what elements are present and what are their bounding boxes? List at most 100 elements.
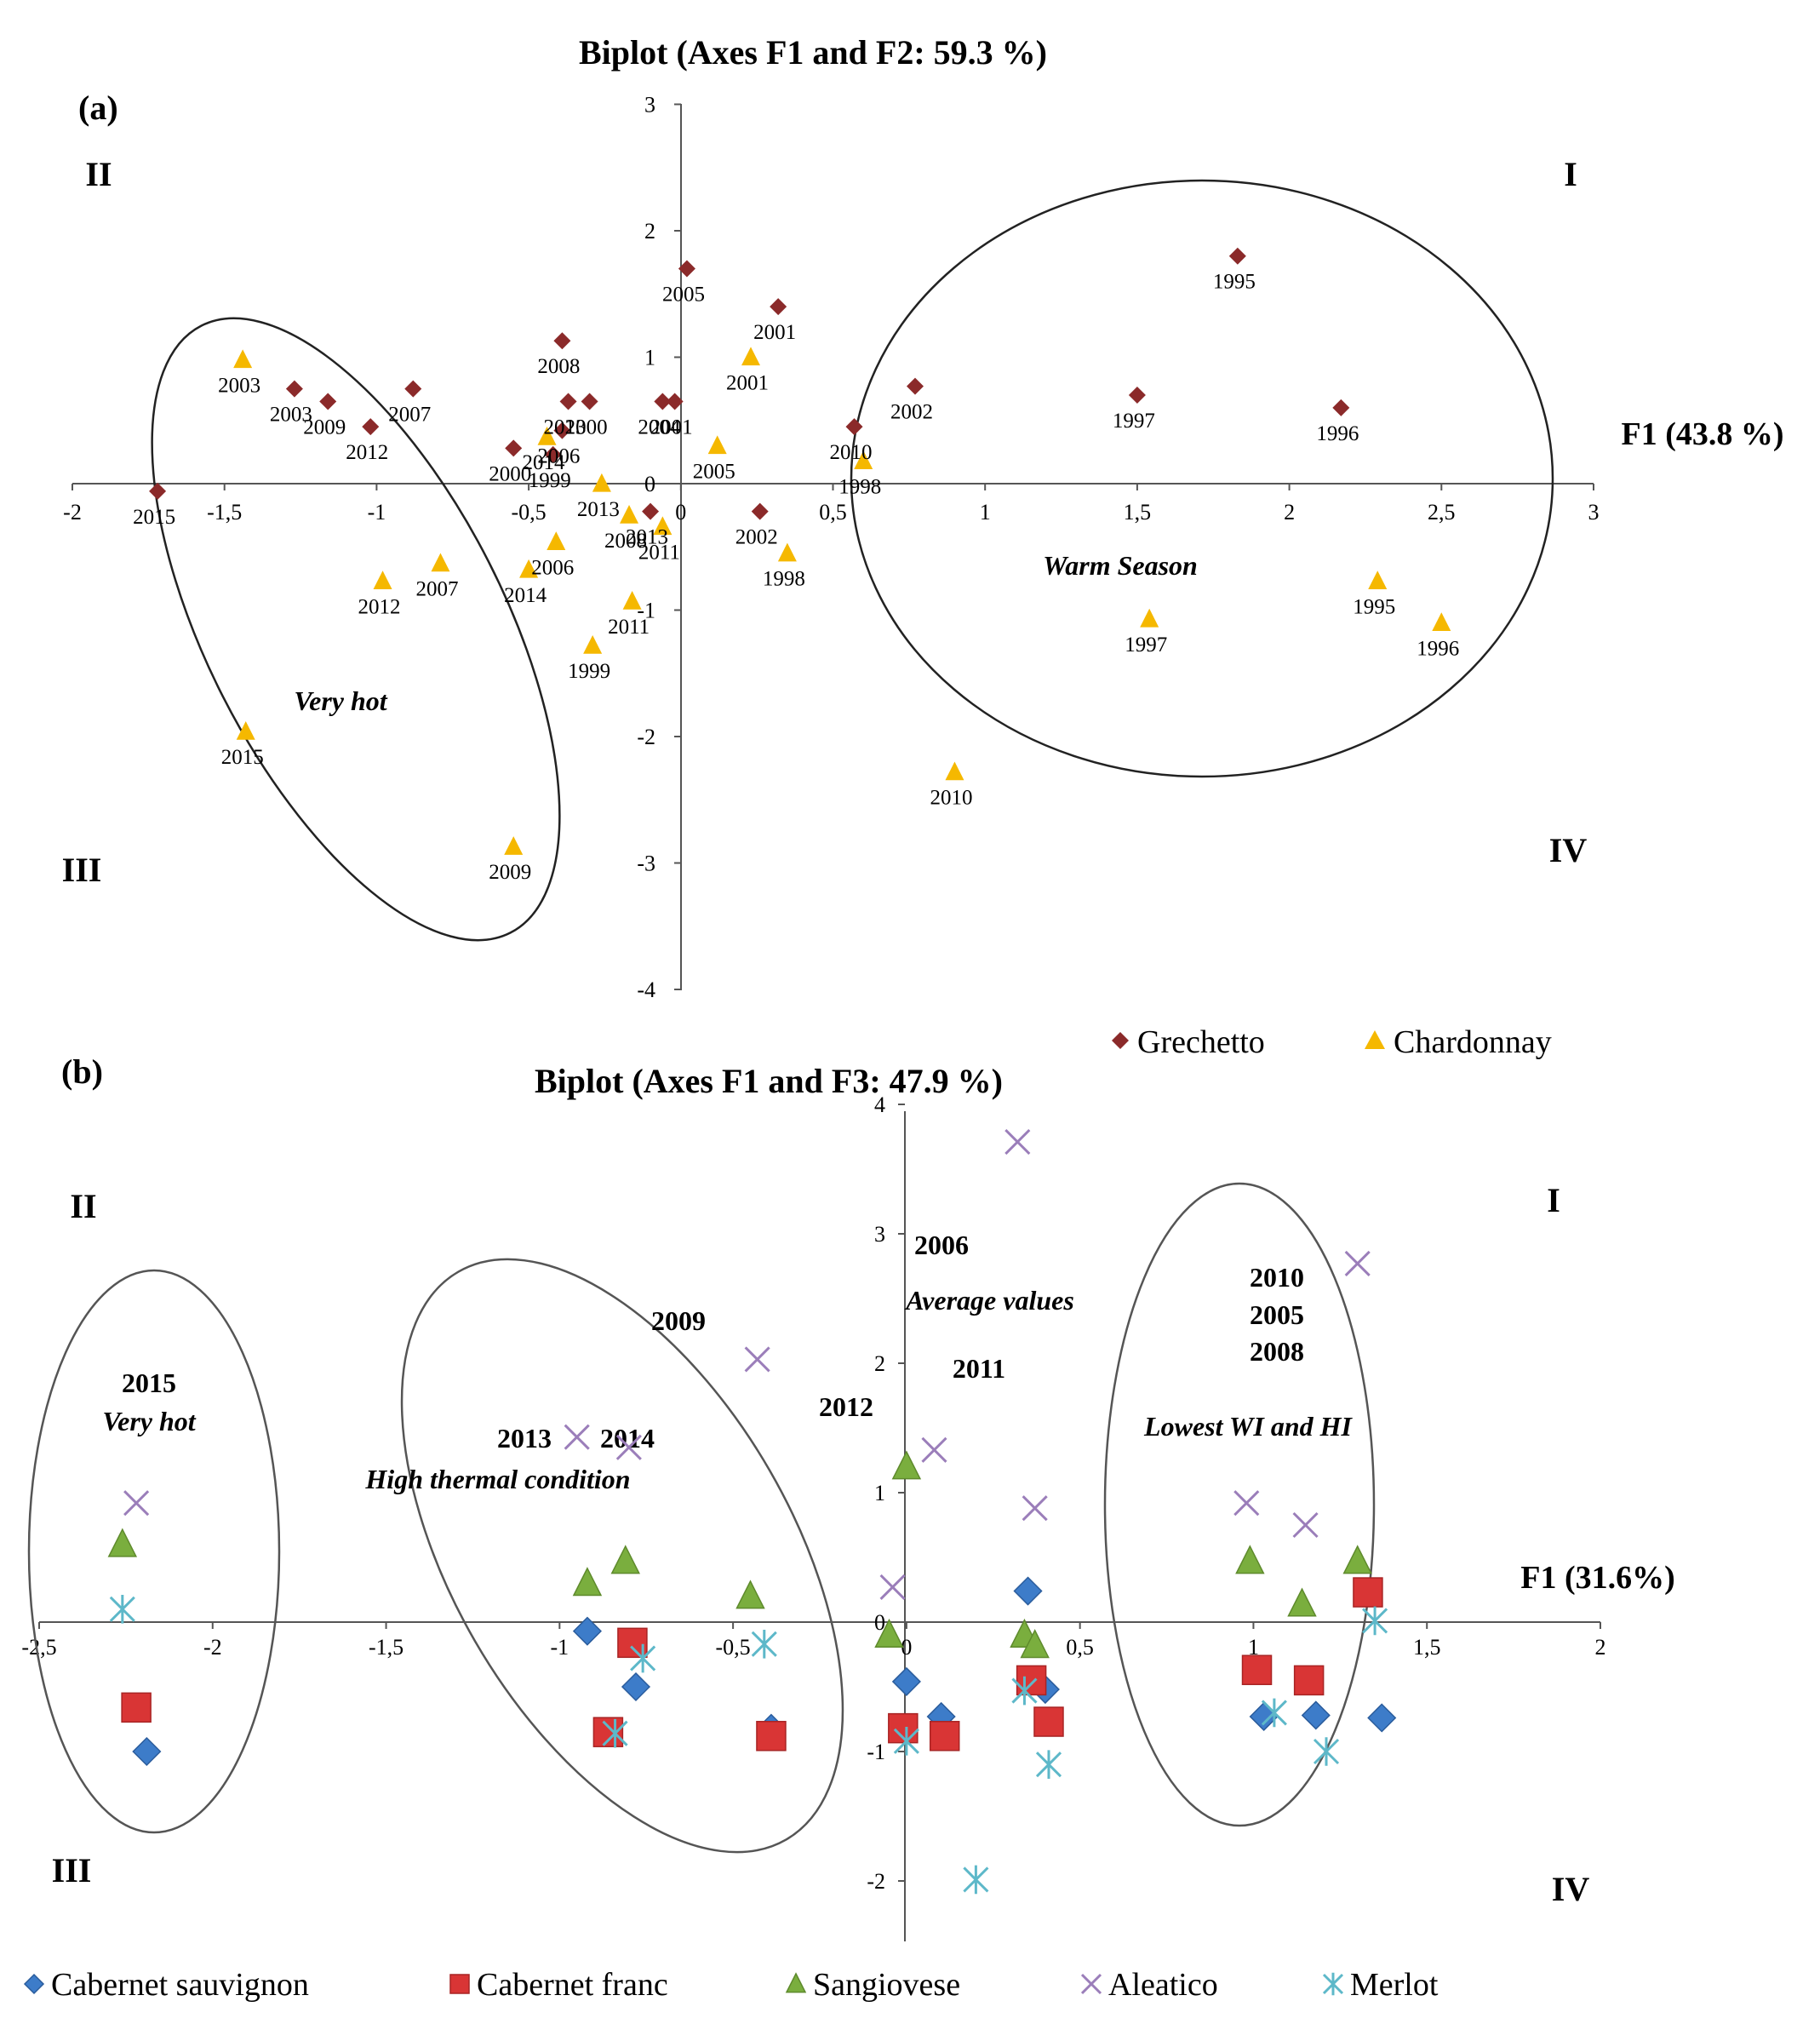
point-label-grechetto: 2010	[830, 441, 873, 464]
point-grechetto-1999	[544, 445, 562, 463]
point-aleatico-8	[1022, 1495, 1048, 1522]
point-label-chardonnay: 2010	[930, 787, 972, 810]
x-tick-label-a: 0	[675, 500, 686, 525]
point-grechetto-2001	[666, 393, 684, 410]
point-label-grechetto: 1997	[1113, 410, 1155, 433]
annotation-high-thermal-b: High thermal condition	[364, 1464, 630, 1494]
year-label-2013-b: 2013	[497, 1423, 552, 1453]
point-label-chardonnay: 1998	[838, 475, 881, 498]
chart-title-b: Biplot (Axes F1 and F3: 47.9 %)	[535, 1062, 1003, 1100]
point-grechetto-2003	[285, 380, 303, 398]
x-tick-label-a: 1	[980, 500, 991, 525]
point-aleatico-3	[615, 1434, 642, 1460]
ellipse-warm-season-a	[850, 179, 1554, 778]
year-label-2010-b: 2010	[1250, 1262, 1304, 1293]
legend-item-grechetto: Grechetto	[1112, 1024, 1265, 1060]
point-grechetto-2007	[404, 380, 422, 398]
point-merlot-7	[1011, 1676, 1038, 1706]
year-label-2006-b: 2006	[914, 1230, 969, 1260]
points-a	[149, 247, 1451, 855]
x-tick-label-b: -2	[203, 1635, 222, 1660]
point-sangiovese-3	[610, 1545, 640, 1574]
legend-label-merlot: Merlot	[1350, 1967, 1439, 2003]
year-label-2012-b: 2012	[819, 1391, 873, 1422]
y-tick-label-a: -1	[637, 599, 655, 623]
legend-b: Cabernet sauvignon Cabernet franc Sangiove…	[23, 1967, 1439, 2003]
point-chardonnay-2007	[431, 553, 450, 572]
annotation-average-values-b: Average values	[904, 1285, 1074, 1316]
annotation-very-hot-b: Very hot	[102, 1406, 196, 1436]
point-label-grechetto: 2008	[537, 355, 580, 378]
point-grechetto-2000	[581, 393, 598, 410]
y-tick-label-a: 1	[644, 346, 655, 370]
point-label-grechetto: 2006	[537, 445, 580, 468]
point-grechetto-2013	[559, 393, 577, 410]
point-grechetto-1995	[1228, 247, 1246, 265]
x-tick-label-b: 0,5	[1066, 1635, 1094, 1660]
year-label-2011-b: 2011	[953, 1353, 1005, 1384]
y-tick-label-a: 2	[644, 219, 655, 244]
x-tick-label-a: -0,5	[512, 500, 547, 525]
point-label-grechetto: 1999	[529, 469, 571, 492]
point-aleatico-7	[1004, 1129, 1031, 1155]
point-label-chardonnay: 1995	[1353, 595, 1395, 618]
point-label-grechetto: 2003	[270, 404, 312, 427]
panel-b: (b) Biplot (Axes F1 and F3: 47.9 %) I II…	[21, 1052, 1674, 2003]
y-tick-label-a: 3	[644, 93, 655, 118]
point-grechetto-2008	[553, 332, 571, 350]
legend-label-sangiovese: Sangiovese	[813, 1967, 960, 2003]
legend-a: Grechetto Chardonnay	[1112, 1024, 1552, 1060]
point-sangiovese-8	[1020, 1629, 1050, 1659]
chart-title-a: Biplot (Axes F1 and F2: 59.3 %)	[579, 33, 1047, 72]
ticks-b: -2,5 -2 -1,5 -1 -0,5 0 0,5 1 1,5 2 -2 -1 0 1 2 3 4	[21, 1092, 1605, 1894]
point-aleatico-1	[123, 1490, 150, 1517]
point-sangiovese-9	[1235, 1545, 1265, 1574]
y-tick-label-b: 2	[874, 1351, 885, 1376]
point-label-grechetto: 2015	[133, 506, 175, 529]
legend-marker-chardonnay	[1365, 1030, 1385, 1049]
point-label-chardonnay: 2013	[577, 498, 620, 521]
point-label-chardonnay: 2011	[608, 616, 650, 639]
point-chardonnay-2015	[236, 720, 255, 740]
y-tick-label-b: 0	[874, 1610, 885, 1635]
point-merlot-9	[1261, 1698, 1287, 1728]
point-chardonnay-2012	[373, 571, 392, 590]
point-grechetto-2013	[642, 502, 660, 520]
x-tick-label-b: -1,5	[369, 1635, 403, 1660]
y-tick-label-b: -2	[867, 1869, 885, 1894]
quadrant-label-III-b: III	[52, 1851, 92, 1889]
point-chardonnay-1995	[1368, 571, 1388, 590]
point-chardonnay-2013	[592, 473, 611, 492]
point-cabernet-sauvignon-1	[132, 1736, 162, 1767]
y-tick-label-a: -3	[637, 851, 655, 876]
legend-marker-cabernet-sauvignon	[23, 1973, 45, 1995]
ticks-a: -2 -1,5 -1 -0,5 0 0,5 1 1,5 2 2,5 3 -4 -3 -2 -1 0 1 2 3	[63, 93, 1599, 1003]
quadrant-label-II: II	[85, 155, 112, 193]
point-label-chardonnay: 2014	[523, 451, 566, 474]
point-chardonnay-2014	[537, 426, 557, 445]
point-label-grechetto: 2004	[638, 416, 681, 439]
x-tick-label-b: 0	[901, 1635, 912, 1660]
point-aleatico-4	[744, 1346, 770, 1373]
y-tick-label-b: 4	[874, 1092, 885, 1117]
legend-label-cabernet-sauvignon: Cabernet sauvignon	[51, 1967, 309, 2003]
x-tick-label-a: 3	[1588, 500, 1600, 525]
legend-item-aleatico: Aleatico	[1080, 1967, 1218, 2003]
legend-label-aleatico: Aleatico	[1108, 1967, 1218, 2003]
point-sangiovese-4	[735, 1580, 765, 1609]
x-tick-label-a: -1,5	[207, 500, 242, 525]
point-merlot-6	[963, 1865, 989, 1895]
point-aleatico-9	[1233, 1490, 1260, 1517]
point-grechetto-2006	[553, 421, 571, 439]
legend-marker-grechetto	[1112, 1032, 1129, 1049]
point-label-grechetto: 1996	[1316, 422, 1359, 445]
y-tick-label-a: -4	[637, 978, 655, 1002]
y-tick-label-b: 3	[874, 1222, 885, 1247]
point-grechetto-2005	[678, 260, 695, 278]
point-chardonnay-2001	[741, 347, 761, 366]
points-b	[107, 1129, 1397, 1895]
point-label-grechetto: 2005	[662, 284, 705, 307]
year-label-2009-b: 2009	[651, 1305, 706, 1336]
point-grechetto-2001	[770, 298, 787, 316]
